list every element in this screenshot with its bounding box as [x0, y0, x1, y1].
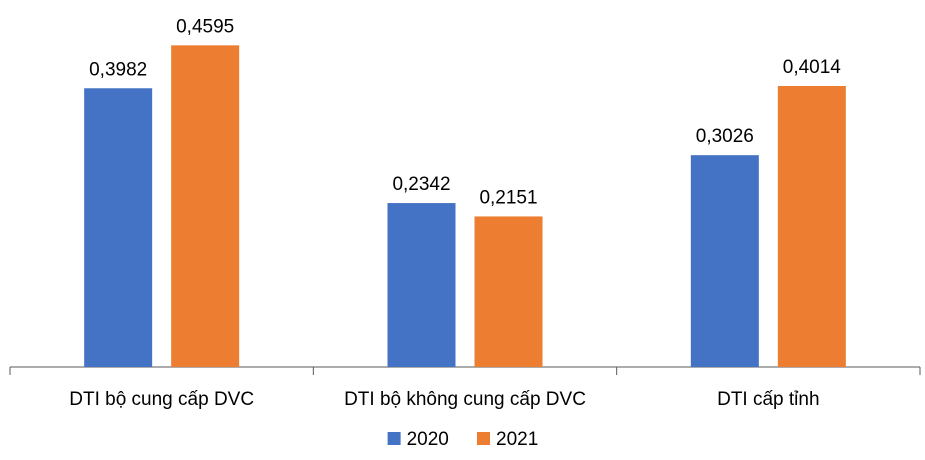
data-label: 0,3982	[89, 59, 147, 80]
bar-2020-1	[84, 88, 153, 367]
x-tick-label: DTI bộ cung cấp DVC	[69, 389, 254, 410]
legend-swatch-2021	[477, 432, 490, 445]
data-label: 0,2342	[392, 174, 450, 195]
bar-2020-3	[690, 155, 759, 367]
legend-label: 2021	[496, 429, 538, 450]
x-tick-label: DTI cấp tỉnh	[717, 389, 819, 410]
legend-label: 2020	[407, 429, 449, 450]
data-label: 0,3026	[696, 126, 754, 147]
legend-swatch-2020	[387, 432, 401, 445]
bar-2020-2	[387, 203, 456, 367]
bar-2021-2	[474, 216, 543, 367]
data-label: 0,4595	[176, 16, 234, 37]
bar-2021-3	[777, 86, 846, 368]
x-tick-label: DTI bộ không cung cấp DVC	[344, 389, 586, 410]
bar-2021-1	[171, 45, 240, 367]
data-label: 0,2151	[479, 187, 537, 208]
data-label: 0,4014	[783, 57, 842, 78]
